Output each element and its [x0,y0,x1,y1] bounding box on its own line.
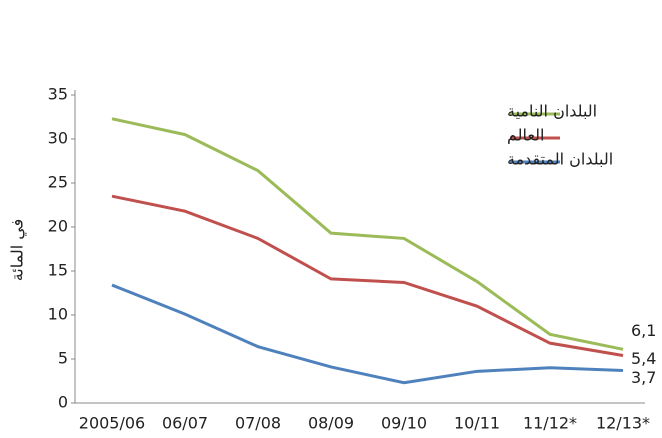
y-tick-label: 15 [48,261,68,280]
y-tick-label: 0 [58,393,68,412]
x-tick-label: 10/11 [454,414,500,433]
data-label: 5,4 [631,349,656,368]
y-tick-label: 10 [48,305,68,324]
x-tick-label: 11/12* [523,414,577,433]
x-tick-label: 09/10 [381,414,427,433]
x-tick-label: 07/08 [235,414,281,433]
series-line [111,283,624,385]
legend-label: البلدان النامية [507,102,597,121]
x-tick-label: 12/13* [596,414,650,433]
y-tick-label: 5 [58,349,68,368]
y-tick-label: 20 [48,217,68,236]
series-line [111,194,624,357]
legend-label: البلدان المتقدمة [507,150,613,169]
x-tick-label: 2005/06 [79,414,145,433]
x-tick-label: 08/09 [308,414,354,433]
y-tick-label: 30 [48,129,68,148]
data-label: 6,1 [631,321,656,340]
legend-label: العالم [507,126,544,145]
series-line [111,117,624,351]
y-tick-label: 25 [48,173,68,192]
x-tick-label: 06/07 [162,414,208,433]
data-label: 3,7 [631,368,656,387]
y-axis-label: في المائة [8,219,28,282]
y-tick-label: 35 [48,85,68,104]
